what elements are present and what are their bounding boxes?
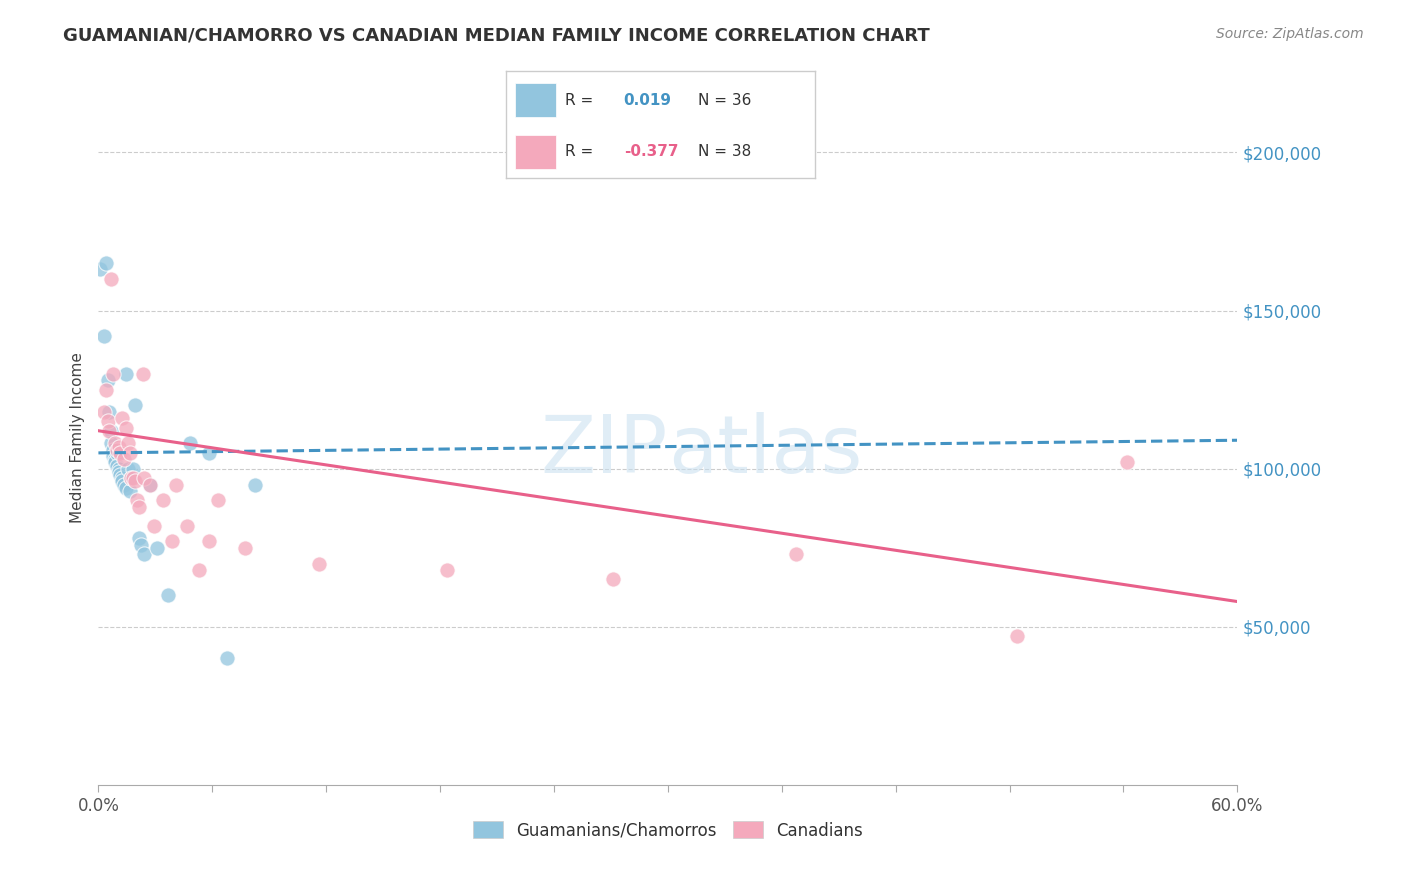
Point bbox=[118, 446, 141, 460]
Point bbox=[134, 471, 156, 485]
Point bbox=[94, 383, 117, 397]
Point bbox=[89, 262, 111, 277]
Point bbox=[125, 493, 148, 508]
Text: R =: R = bbox=[565, 145, 593, 159]
Point bbox=[165, 477, 187, 491]
Point bbox=[122, 461, 145, 475]
Point bbox=[107, 440, 129, 454]
Point bbox=[117, 436, 139, 450]
Point bbox=[142, 518, 165, 533]
Point bbox=[215, 651, 238, 665]
Point bbox=[93, 329, 115, 343]
Point bbox=[139, 477, 162, 491]
Point bbox=[110, 446, 132, 460]
Point bbox=[97, 414, 120, 428]
Point bbox=[110, 468, 132, 483]
Point bbox=[111, 475, 134, 489]
Point bbox=[115, 367, 138, 381]
Point bbox=[94, 256, 117, 270]
Point bbox=[107, 461, 129, 475]
Text: N = 38: N = 38 bbox=[697, 145, 751, 159]
Point bbox=[111, 411, 134, 425]
Point bbox=[101, 442, 124, 457]
Text: GUAMANIAN/CHAMORRO VS CANADIAN MEDIAN FAMILY INCOME CORRELATION CHART: GUAMANIAN/CHAMORRO VS CANADIAN MEDIAN FA… bbox=[63, 27, 929, 45]
Point bbox=[139, 477, 162, 491]
Point bbox=[1116, 455, 1139, 469]
Point bbox=[98, 424, 121, 438]
FancyBboxPatch shape bbox=[516, 83, 555, 118]
Point bbox=[112, 452, 135, 467]
Point bbox=[785, 547, 807, 561]
Point bbox=[105, 446, 128, 460]
Point bbox=[101, 449, 124, 463]
Point bbox=[100, 424, 122, 438]
Point bbox=[131, 367, 153, 381]
Point bbox=[134, 547, 156, 561]
Point bbox=[129, 538, 152, 552]
Point bbox=[93, 405, 115, 419]
Point bbox=[105, 458, 128, 473]
Point bbox=[100, 272, 122, 286]
Point bbox=[118, 483, 141, 498]
Point bbox=[160, 534, 183, 549]
Legend: Guamanians/Chamorros, Canadians: Guamanians/Chamorros, Canadians bbox=[465, 814, 870, 847]
Point bbox=[104, 455, 127, 469]
Text: -0.377: -0.377 bbox=[624, 145, 678, 159]
Point bbox=[121, 471, 143, 485]
Point bbox=[105, 442, 128, 457]
Point bbox=[436, 563, 458, 577]
Text: ZIP: ZIP bbox=[540, 412, 668, 490]
Point bbox=[243, 477, 266, 491]
Point bbox=[176, 518, 198, 533]
Point bbox=[107, 465, 129, 479]
Point bbox=[197, 446, 219, 460]
Point bbox=[104, 452, 127, 467]
Text: 0.019: 0.019 bbox=[624, 93, 672, 108]
Point bbox=[101, 367, 124, 381]
Point bbox=[152, 493, 174, 508]
Point bbox=[157, 588, 180, 602]
Point bbox=[235, 541, 257, 555]
Point bbox=[128, 500, 150, 514]
Text: N = 36: N = 36 bbox=[697, 93, 751, 108]
Point bbox=[115, 481, 138, 495]
FancyBboxPatch shape bbox=[516, 135, 555, 169]
Point bbox=[146, 541, 169, 555]
Text: R =: R = bbox=[565, 93, 593, 108]
Point bbox=[207, 493, 229, 508]
Point bbox=[308, 557, 330, 571]
Point bbox=[602, 573, 624, 587]
Point bbox=[124, 399, 146, 413]
Point bbox=[197, 534, 219, 549]
Point bbox=[121, 471, 143, 485]
Point bbox=[117, 461, 139, 475]
Point bbox=[1005, 629, 1028, 643]
Point bbox=[100, 436, 122, 450]
Point bbox=[188, 563, 211, 577]
Text: atlas: atlas bbox=[668, 412, 862, 490]
Point bbox=[128, 531, 150, 545]
Y-axis label: Median Family Income: Median Family Income bbox=[69, 351, 84, 523]
Point bbox=[111, 471, 134, 485]
Point bbox=[112, 477, 135, 491]
Point bbox=[98, 405, 121, 419]
Point bbox=[104, 436, 127, 450]
Point bbox=[122, 471, 145, 485]
Point bbox=[124, 475, 146, 489]
Text: Source: ZipAtlas.com: Source: ZipAtlas.com bbox=[1216, 27, 1364, 41]
Point bbox=[115, 420, 138, 434]
Point bbox=[179, 436, 201, 450]
Point bbox=[97, 373, 120, 387]
